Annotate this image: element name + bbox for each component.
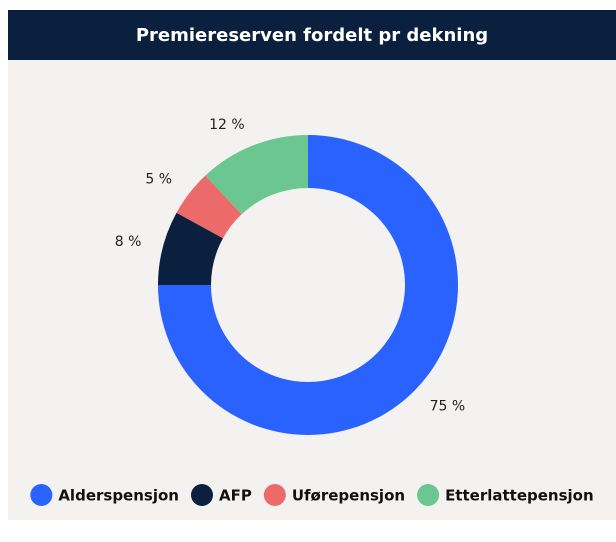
- legend-marker: [30, 484, 53, 506]
- header-bar: [8, 10, 616, 60]
- data-label: 8 %: [115, 234, 142, 250]
- donut-slice: [158, 212, 223, 285]
- chart-title: Premiereserven fordelt pr dekning: [136, 25, 488, 46]
- legend-label: Alderspensjon: [58, 487, 179, 505]
- legend-marker: [263, 484, 286, 506]
- legend-label: Uførepensjon: [292, 487, 405, 505]
- donut-slice: [205, 135, 308, 215]
- donut-slice: [176, 175, 242, 239]
- card-background: [8, 60, 616, 520]
- legend-label: AFP: [219, 487, 252, 505]
- data-label: 75 %: [430, 399, 466, 415]
- data-label: 12 %: [209, 117, 245, 133]
- donut-slice: [158, 135, 458, 435]
- legend-label: Etterlattepensjon: [445, 487, 594, 505]
- legend-marker: [190, 484, 213, 506]
- legend-marker: [417, 484, 440, 506]
- data-label: 5 %: [145, 172, 172, 188]
